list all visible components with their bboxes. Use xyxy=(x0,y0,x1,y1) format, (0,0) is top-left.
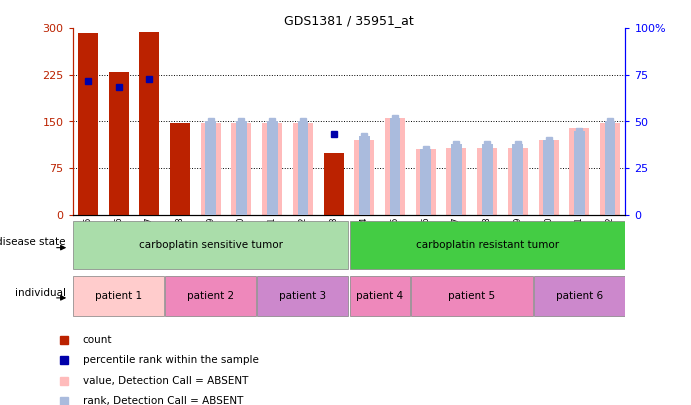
Bar xyxy=(538,140,558,215)
Bar xyxy=(140,32,160,215)
Bar xyxy=(262,123,282,215)
Bar xyxy=(446,147,466,215)
Text: patient 2: patient 2 xyxy=(187,291,234,301)
Bar xyxy=(231,123,252,215)
Bar xyxy=(201,123,220,215)
Bar xyxy=(482,144,493,215)
Bar xyxy=(569,128,589,215)
Bar xyxy=(258,275,348,316)
Bar xyxy=(267,122,278,215)
Bar xyxy=(574,131,585,215)
Bar xyxy=(390,118,400,215)
Text: value, Detection Call = ABSENT: value, Detection Call = ABSENT xyxy=(83,376,248,386)
Bar xyxy=(416,149,436,215)
Bar xyxy=(411,275,533,316)
Bar xyxy=(385,118,405,215)
Bar xyxy=(359,136,370,215)
Bar xyxy=(73,221,348,269)
Text: rank, Detection Call = ABSENT: rank, Detection Call = ABSENT xyxy=(83,396,243,405)
Text: patient 5: patient 5 xyxy=(448,291,495,301)
Bar xyxy=(108,72,129,215)
Text: percentile rank within the sample: percentile rank within the sample xyxy=(83,356,258,365)
Text: carboplatin resistant tumor: carboplatin resistant tumor xyxy=(415,240,559,250)
Bar xyxy=(350,275,410,316)
Text: count: count xyxy=(83,335,112,345)
Bar xyxy=(605,122,616,215)
Bar xyxy=(477,147,497,215)
Bar xyxy=(350,221,625,269)
Title: GDS1381 / 35951_at: GDS1381 / 35951_at xyxy=(284,14,414,27)
Text: patient 4: patient 4 xyxy=(356,291,404,301)
Bar xyxy=(323,153,343,215)
Text: carboplatin sensitive tumor: carboplatin sensitive tumor xyxy=(139,240,283,250)
Bar xyxy=(600,123,620,215)
Bar xyxy=(73,275,164,316)
Bar xyxy=(508,147,528,215)
Bar xyxy=(513,144,523,215)
Text: disease state: disease state xyxy=(0,237,66,247)
Bar xyxy=(293,123,313,215)
Text: patient 6: patient 6 xyxy=(556,291,603,301)
Bar xyxy=(205,122,216,215)
Bar xyxy=(165,275,256,316)
Bar xyxy=(451,144,462,215)
Bar xyxy=(298,122,308,215)
Bar xyxy=(236,122,247,215)
Bar xyxy=(534,275,625,316)
Bar xyxy=(170,123,190,215)
Bar xyxy=(420,149,431,215)
Bar xyxy=(170,123,190,215)
Text: patient 3: patient 3 xyxy=(279,291,326,301)
Bar xyxy=(354,140,375,215)
Bar xyxy=(543,140,554,215)
Bar xyxy=(78,33,98,215)
Text: individual: individual xyxy=(15,288,66,298)
Text: patient 1: patient 1 xyxy=(95,291,142,301)
